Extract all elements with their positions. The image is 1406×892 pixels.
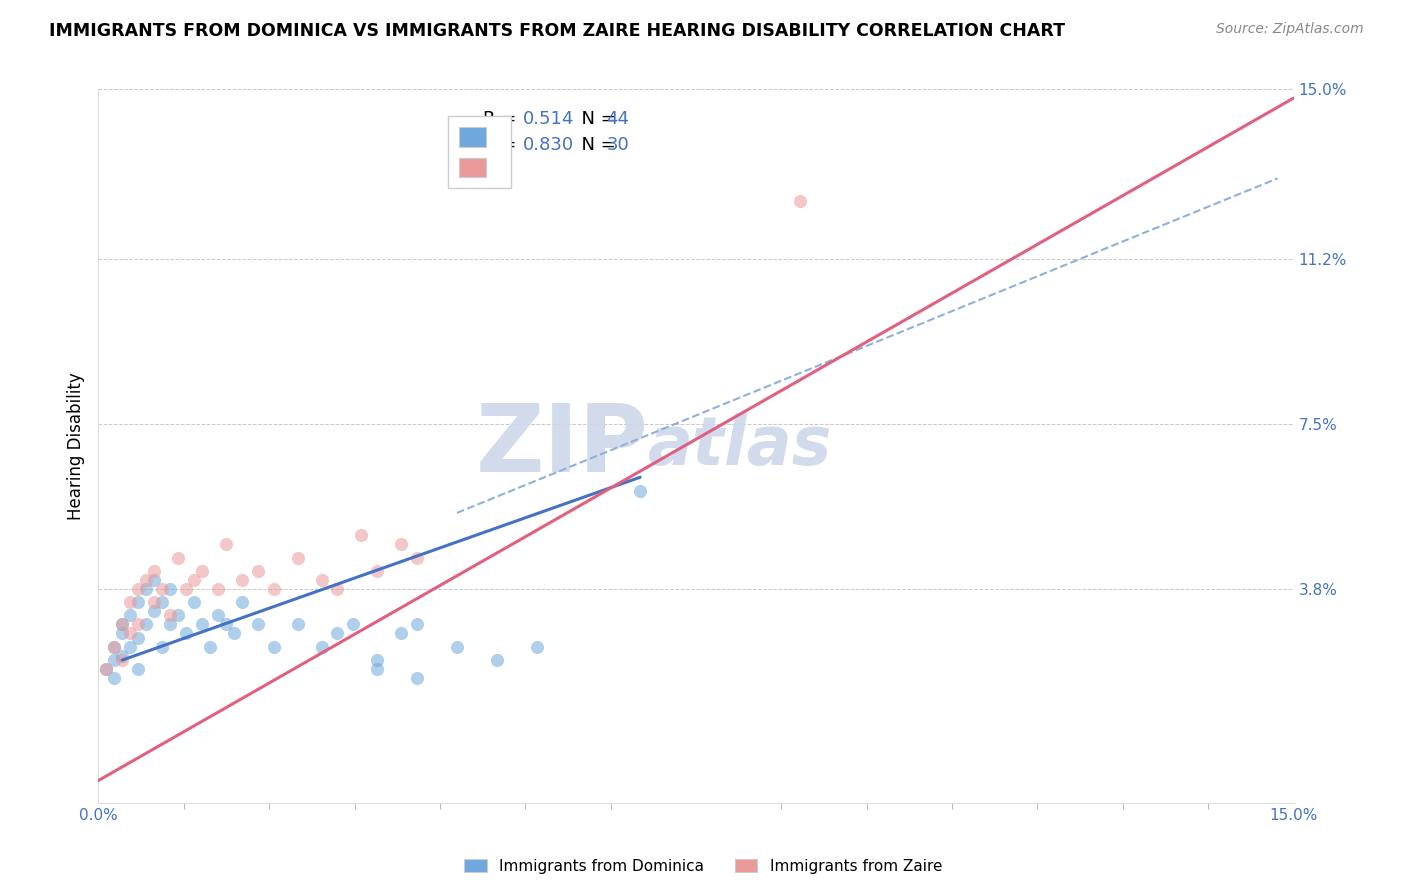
Point: [311, 573, 333, 587]
Point: [789, 194, 811, 208]
Point: [143, 604, 166, 618]
Point: [263, 582, 285, 596]
Point: [311, 640, 333, 654]
Point: [446, 640, 468, 654]
Point: [406, 550, 429, 565]
Point: [207, 582, 229, 596]
Point: [111, 617, 134, 632]
Point: [96, 662, 118, 676]
Point: [150, 595, 173, 609]
Point: [103, 640, 125, 654]
Point: [366, 564, 388, 578]
Point: [143, 573, 166, 587]
Point: [215, 537, 238, 551]
Legend: , : ,: [449, 116, 512, 188]
Text: 30: 30: [606, 136, 628, 153]
Point: [120, 626, 142, 640]
Point: [167, 608, 190, 623]
Point: [111, 653, 134, 667]
Text: atlas: atlas: [648, 413, 832, 479]
Point: [127, 662, 149, 676]
Point: [159, 608, 181, 623]
Point: [246, 617, 269, 632]
Point: [135, 617, 157, 632]
Point: [159, 617, 181, 632]
Point: [120, 608, 142, 623]
Text: 44: 44: [606, 111, 630, 128]
Point: [183, 595, 205, 609]
Point: [207, 608, 229, 623]
Text: 0.830: 0.830: [523, 136, 574, 153]
Point: [111, 617, 134, 632]
Text: IMMIGRANTS FROM DOMINICA VS IMMIGRANTS FROM ZAIRE HEARING DISABILITY CORRELATION: IMMIGRANTS FROM DOMINICA VS IMMIGRANTS F…: [49, 22, 1066, 40]
Point: [342, 617, 364, 632]
Point: [150, 640, 173, 654]
Point: [174, 582, 197, 596]
Point: [406, 617, 429, 632]
Point: [231, 573, 253, 587]
Point: [111, 626, 134, 640]
Point: [222, 626, 245, 640]
Point: [127, 595, 149, 609]
Point: [287, 617, 309, 632]
Text: Source: ZipAtlas.com: Source: ZipAtlas.com: [1216, 22, 1364, 37]
Point: [135, 582, 157, 596]
Point: [111, 648, 134, 663]
Point: [231, 595, 253, 609]
Point: [174, 626, 197, 640]
Point: [183, 573, 205, 587]
Point: [628, 483, 651, 498]
Point: [366, 662, 388, 676]
Point: [350, 528, 373, 542]
Point: [135, 573, 157, 587]
Point: [120, 595, 142, 609]
Point: [143, 564, 166, 578]
Point: [127, 582, 149, 596]
Point: [198, 640, 221, 654]
Y-axis label: Hearing Disability: Hearing Disability: [66, 372, 84, 520]
Point: [159, 582, 181, 596]
Text: ZIP: ZIP: [475, 400, 648, 492]
Point: [191, 564, 214, 578]
Point: [246, 564, 269, 578]
Text: N =: N =: [571, 111, 621, 128]
Point: [120, 640, 142, 654]
Point: [150, 582, 173, 596]
Point: [326, 582, 349, 596]
Point: [485, 653, 508, 667]
Point: [389, 626, 412, 640]
Point: [143, 595, 166, 609]
Legend: Immigrants from Dominica, Immigrants from Zaire: Immigrants from Dominica, Immigrants fro…: [458, 853, 948, 880]
Point: [191, 617, 214, 632]
Point: [406, 671, 429, 685]
Point: [389, 537, 412, 551]
Point: [103, 640, 125, 654]
Point: [103, 671, 125, 685]
Text: N =: N =: [571, 136, 621, 153]
Point: [263, 640, 285, 654]
Point: [215, 617, 238, 632]
Point: [326, 626, 349, 640]
Point: [366, 653, 388, 667]
Text: R =: R =: [484, 111, 522, 128]
Point: [96, 662, 118, 676]
Point: [526, 640, 548, 654]
Point: [127, 617, 149, 632]
Text: 0.514: 0.514: [523, 111, 574, 128]
Point: [287, 550, 309, 565]
Point: [103, 653, 125, 667]
Point: [167, 550, 190, 565]
Point: [127, 631, 149, 645]
Text: R =: R =: [484, 136, 522, 153]
